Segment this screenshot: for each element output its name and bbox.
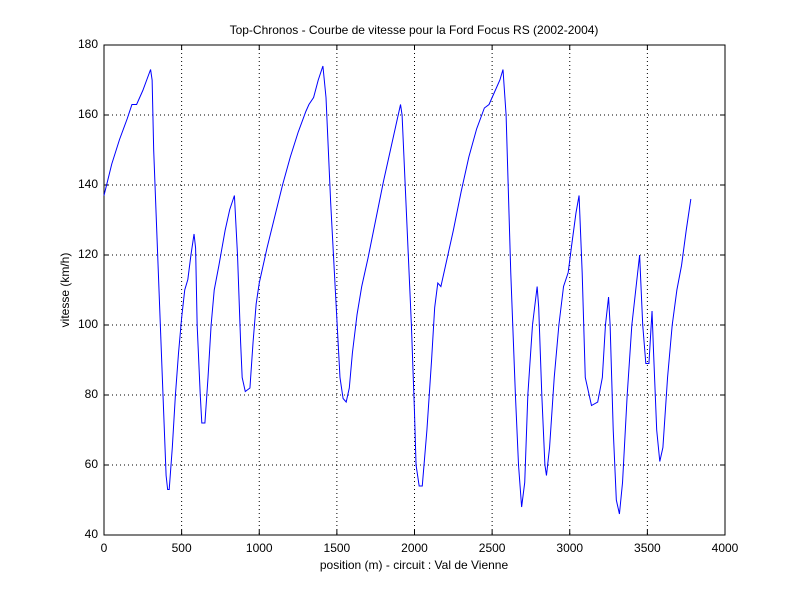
x-tick-label: 3000 [556, 541, 583, 555]
y-tick-label: 100 [78, 317, 98, 331]
y-tick-label: 180 [78, 37, 98, 51]
plot-frame [103, 44, 726, 536]
x-axis-label: position (m) - circuit : Val de Vienne [320, 558, 509, 572]
x-tick-label: 2000 [401, 541, 428, 555]
x-tick-label: 2500 [479, 541, 506, 555]
speed-line [103, 65, 692, 515]
y-axis-label: vitesse (km/h) [58, 253, 72, 328]
x-tick-label: 0 [101, 541, 108, 555]
x-tick-label: 1000 [246, 541, 273, 555]
x-tick-label: 1500 [324, 541, 351, 555]
y-tick-label: 120 [78, 247, 98, 261]
y-tick-label: 160 [78, 107, 98, 121]
y-tick-label: 40 [85, 527, 99, 541]
x-tick-label: 4000 [712, 541, 739, 555]
y-tick-label: 60 [85, 457, 99, 471]
chart-title: Top-Chronos - Courbe de vitesse pour la … [230, 23, 599, 37]
x-tick-label: 3500 [634, 541, 661, 555]
x-tick-label: 500 [172, 541, 192, 555]
y-tick-label: 140 [78, 177, 98, 191]
y-tick-label: 80 [85, 387, 99, 401]
